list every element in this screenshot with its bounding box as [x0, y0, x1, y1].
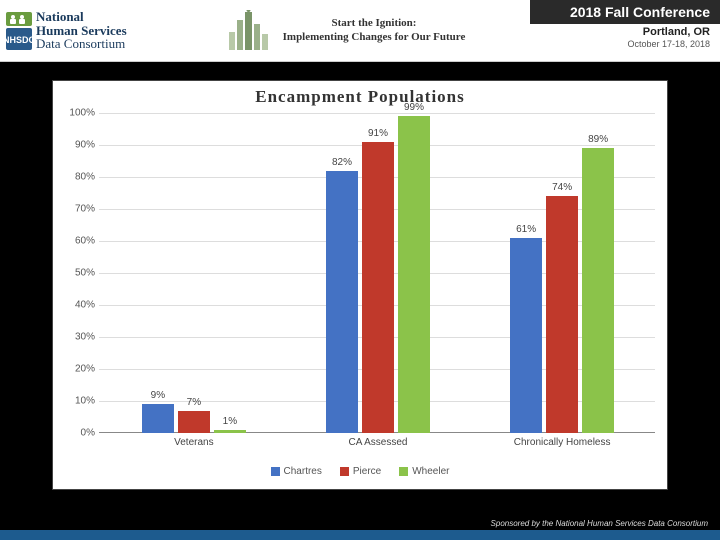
bar-group: 61%74%89% — [510, 148, 614, 433]
slide-footer: Sponsored by the National Human Services… — [0, 514, 720, 540]
legend-item: Pierce — [340, 466, 381, 477]
bar-value-label: 91% — [368, 128, 388, 139]
org-logo-icon: NHSDC — [6, 12, 32, 50]
legend-label: Pierce — [353, 466, 381, 477]
tagline: Start the Ignition: Implementing Changes… — [160, 0, 530, 61]
bar-value-label: 1% — [223, 416, 237, 427]
svg-text:NHSDC: NHSDC — [6, 35, 32, 45]
bar-value-label: 82% — [332, 157, 352, 168]
bar: 89% — [582, 148, 614, 433]
chart-plot-area: 0%10%20%30%40%50%60%70%80%90%100%9%7%1%V… — [99, 113, 655, 433]
y-tick-label: 50% — [61, 268, 95, 279]
bar: 61% — [510, 238, 542, 433]
tagline-l1: Start the Ignition: — [283, 17, 466, 30]
org-logo: NHSDC National Human Services Data Conso… — [0, 0, 160, 61]
x-category-label: CA Assessed — [349, 437, 408, 448]
org-line3: Data Consortium — [36, 37, 127, 51]
bar-value-label: 7% — [187, 397, 201, 408]
chart-panel: Encampment Populations 0% 10% 20% 30% 40% 50%… — [52, 80, 668, 490]
bar-value-label: 61% — [516, 224, 536, 235]
y-tick-label: 70% — [61, 204, 95, 215]
conference-info: 2018 Fall Conference Portland, OR Octobe… — [530, 0, 720, 61]
x-category-label: Veterans — [174, 437, 213, 448]
footer-sponsor: Sponsored by the National Human Services… — [491, 519, 708, 528]
y-tick-label: 40% — [61, 300, 95, 311]
bar-value-label: 9% — [151, 390, 165, 401]
chart-title: Encampment Populations — [53, 81, 667, 109]
chart-legend: Chartres Pierce Wheeler — [53, 466, 667, 477]
bar: 91% — [362, 142, 394, 433]
bar: 99% — [398, 116, 430, 433]
bar: 1% — [214, 430, 246, 433]
bar: 82% — [326, 171, 358, 433]
conference-dates: October 17-18, 2018 — [540, 39, 710, 50]
x-category-label: Chronically Homeless — [514, 437, 611, 448]
bar-group: 82%91%99% — [326, 116, 430, 433]
legend-item: Chartres — [271, 466, 322, 477]
tagline-l2: Implementing Changes for Our Future — [283, 31, 466, 44]
legend-swatch — [340, 467, 349, 476]
bar: 74% — [546, 196, 578, 433]
legend-label: Chartres — [284, 466, 322, 477]
org-line1: National — [36, 10, 127, 24]
bar: 7% — [178, 411, 210, 433]
bar-group: 9%7% 1% — [142, 404, 246, 433]
slide-header: NHSDC National Human Services Data Conso… — [0, 0, 720, 62]
skyline-icon — [225, 10, 273, 52]
y-tick-label: 80% — [61, 172, 95, 183]
bar-value-label: 74% — [552, 182, 572, 193]
y-tick-label: 60% — [61, 236, 95, 247]
footer-accent-bar — [0, 530, 720, 540]
y-tick-label: 30% — [61, 332, 95, 343]
tagline-text: Start the Ignition: Implementing Changes… — [283, 17, 466, 43]
bar-value-label: 89% — [588, 134, 608, 145]
bar-value-label: 99% — [404, 102, 424, 113]
conference-title: 2018 Fall Conference — [530, 0, 720, 24]
legend-item: Wheeler — [399, 466, 449, 477]
legend-swatch — [271, 467, 280, 476]
conference-city: Portland, OR — [540, 26, 710, 39]
legend-label: Wheeler — [412, 466, 449, 477]
org-name: National Human Services Data Consortium — [36, 10, 127, 51]
y-tick-label: 20% — [61, 364, 95, 375]
y-tick-label: 10% — [61, 396, 95, 407]
gridline — [99, 113, 655, 114]
y-tick-label: 0% — [61, 428, 95, 439]
conference-sub: Portland, OR October 17-18, 2018 — [530, 24, 720, 50]
bar: 9% — [142, 404, 174, 433]
y-tick-label: 90% — [61, 140, 95, 151]
legend-swatch — [399, 467, 408, 476]
y-tick-label: 100% — [61, 108, 95, 119]
slide-body: Encampment Populations 0% 10% 20% 30% 40% 50%… — [0, 62, 720, 540]
org-line2: Human Services — [36, 24, 127, 38]
